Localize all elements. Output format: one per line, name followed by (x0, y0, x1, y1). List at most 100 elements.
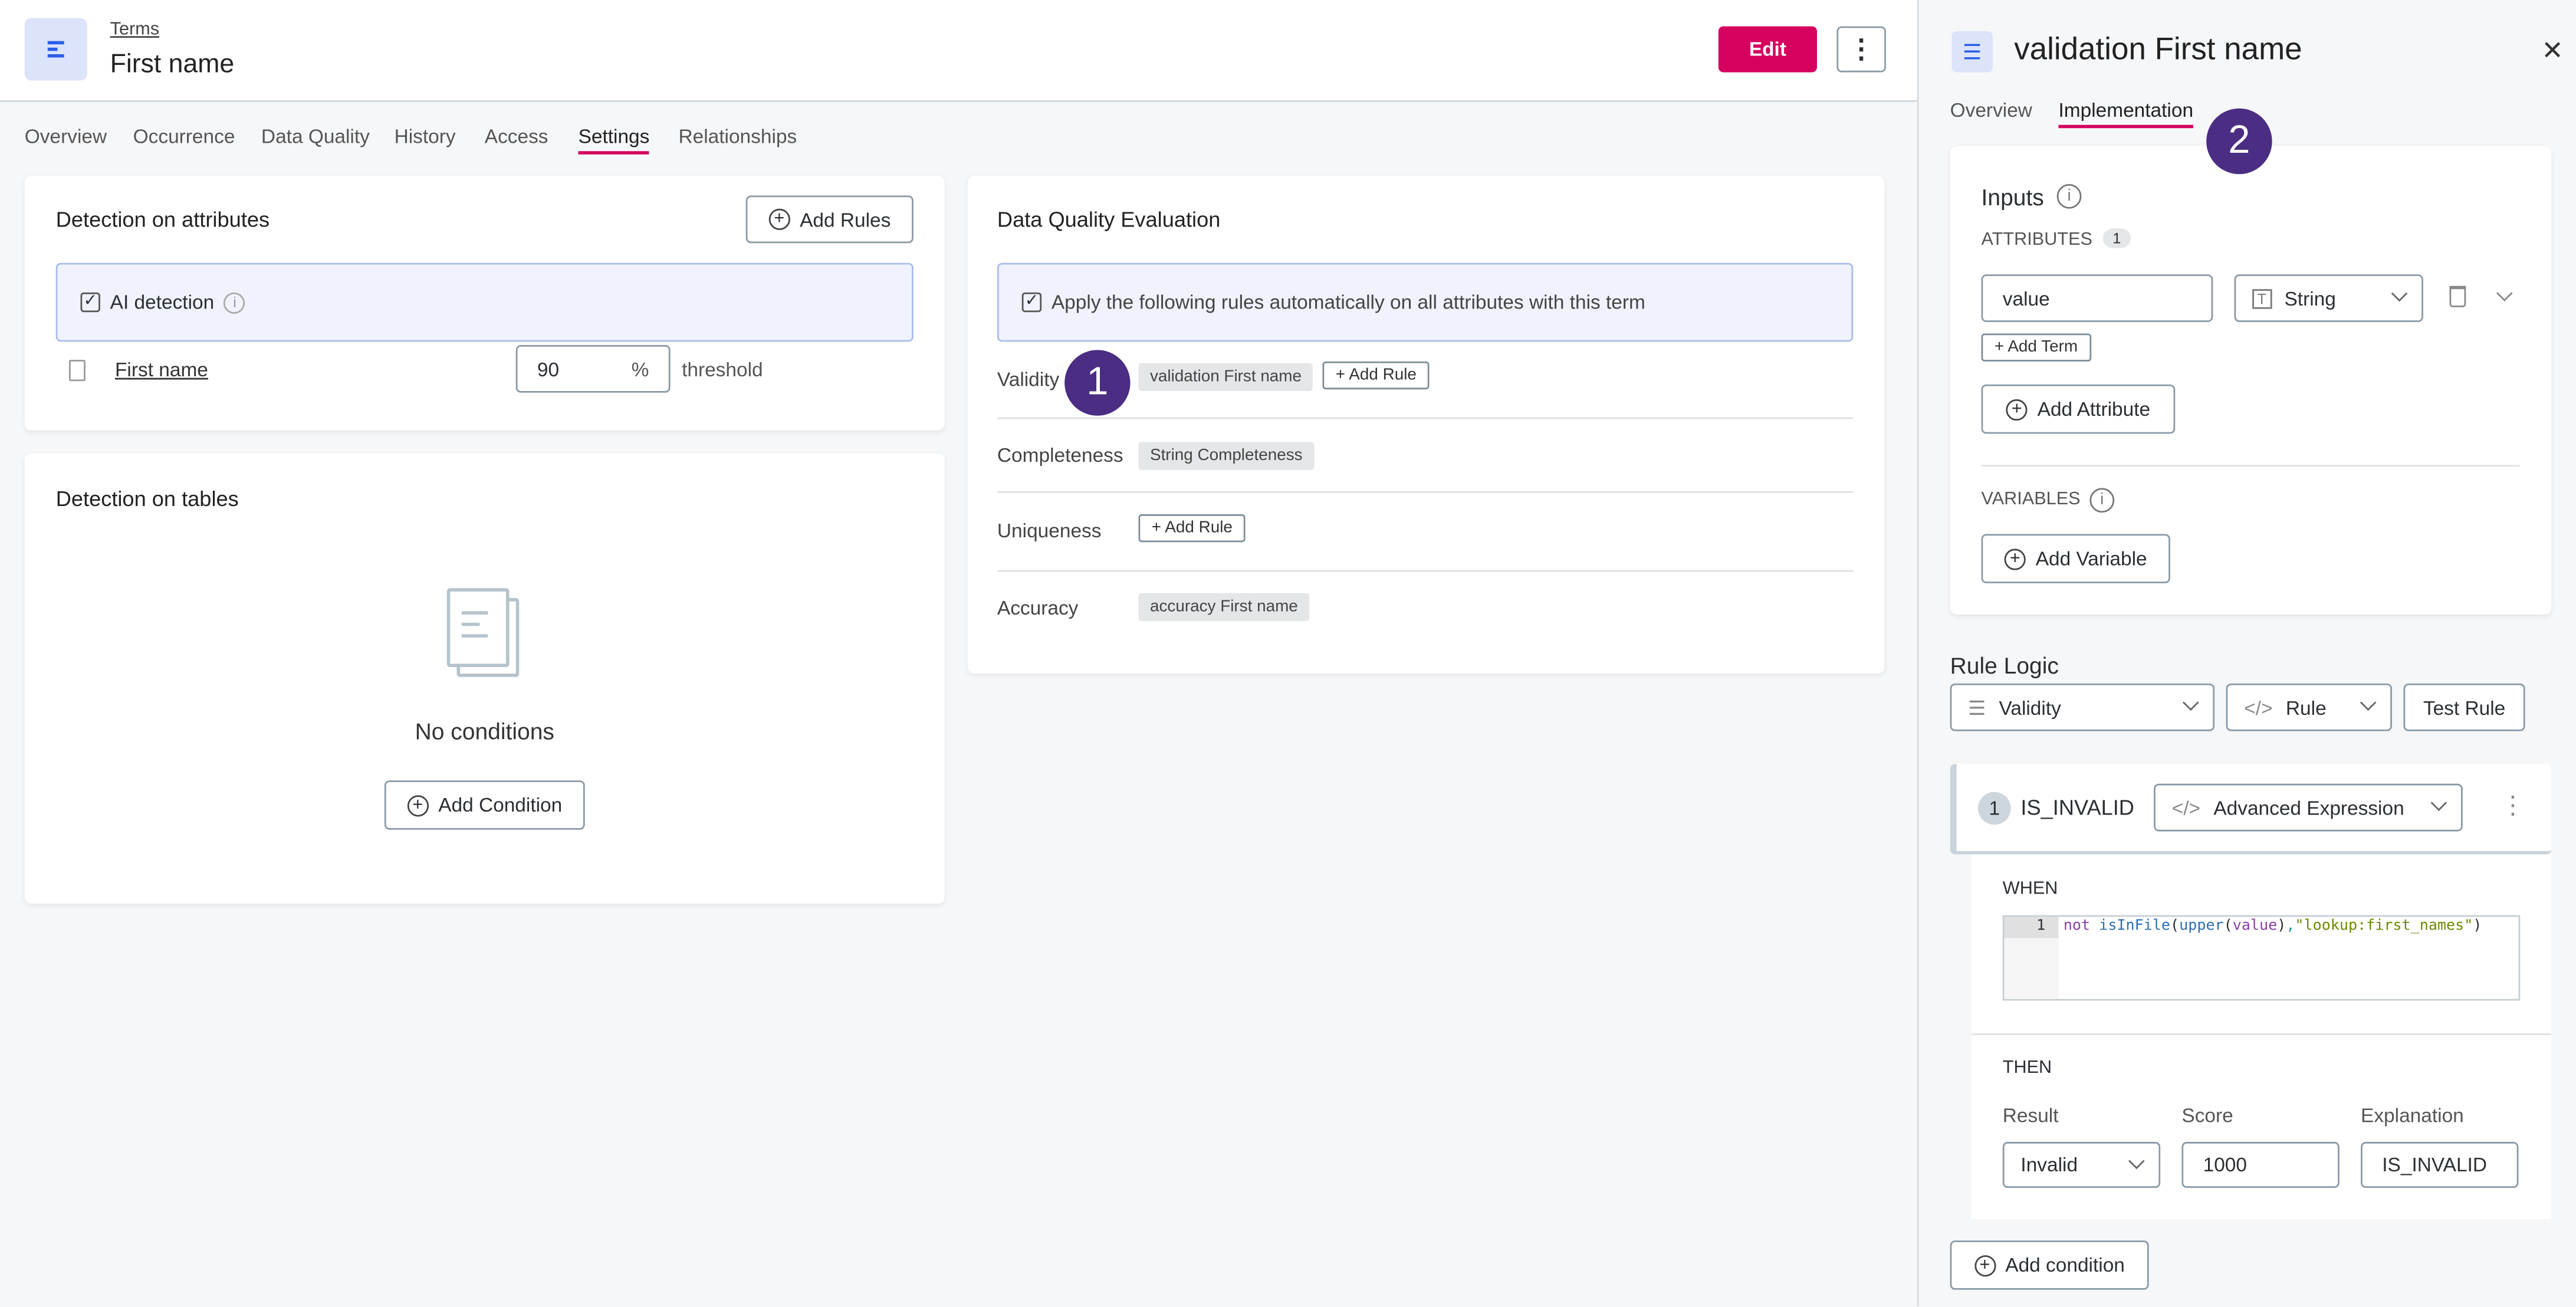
panel-title: validation First name (2014, 32, 2302, 68)
page-title: First name (110, 51, 235, 79)
divider (997, 570, 1854, 572)
document-check-icon (68, 360, 86, 382)
tab-data-quality[interactable]: Data Quality (261, 124, 370, 148)
code-line: not isInFile(upper(value),"lookup:first_… (2063, 918, 2482, 935)
card-title: Detection on tables (55, 486, 239, 511)
tab-settings[interactable]: Settings (578, 125, 650, 155)
trash-icon[interactable] (2449, 285, 2466, 307)
rule-checklist-icon: ☰ (1951, 31, 1993, 73)
info-icon[interactable]: i (2056, 183, 2082, 209)
dimension-select[interactable]: ☰ Validity (1950, 683, 2215, 731)
label: Add condition (2005, 1253, 2125, 1277)
rule-logic-title: Rule Logic (1950, 652, 2059, 679)
rule-detail-panel: ☰ validation First name ✕ Overview Imple… (1917, 0, 2576, 1306)
detection-attributes-card: Detection on attributes + Add Rules ✓ AI … (24, 176, 945, 431)
ai-detection-checkbox[interactable]: ✓ (80, 292, 100, 313)
completeness-label: Completeness (997, 444, 1123, 467)
code-icon: </> (2244, 695, 2273, 719)
empty-state-text: No conditions (415, 718, 554, 744)
uniqueness-label: Uniqueness (997, 519, 1102, 543)
chevron-down-icon[interactable] (2496, 285, 2513, 302)
label: Add Condition (438, 793, 563, 817)
panel-tab-implementation[interactable]: Implementation (2058, 98, 2194, 129)
score-input[interactable]: 1000 (2181, 1142, 2340, 1188)
tab-overview[interactable]: Overview (24, 124, 107, 148)
validity-rule-chip[interactable]: validation First name (1138, 363, 1313, 391)
condition-name: IS_INVALID (2020, 795, 2134, 820)
apply-rules-checkbox[interactable]: ✓ (1021, 292, 1042, 313)
condition-header: 1 IS_INVALID </> Advanced Expression ⋮ (1950, 764, 2552, 855)
card-title: Detection on attributes (55, 206, 270, 232)
explanation-label: Explanation (2361, 1104, 2464, 1127)
panel-tab-overview[interactable]: Overview (1950, 98, 2032, 122)
tab-access[interactable]: Access (484, 124, 548, 148)
tab-occurrence[interactable]: Occurrence (133, 124, 235, 148)
validity-label: Validity (997, 367, 1060, 391)
chevron-down-icon (2128, 1152, 2145, 1168)
code-editor[interactable]: 1 not isInFile(upper(value),"lookup:firs… (2002, 915, 2521, 1001)
line-number: 1 (2004, 917, 2059, 938)
result-select[interactable]: Invalid (2002, 1142, 2161, 1188)
unit: % (631, 357, 649, 380)
card-title: Data Quality Evaluation (997, 206, 1221, 232)
annotation-badge-1: 1 (1064, 350, 1131, 416)
add-uniqueness-rule-button[interactable]: + Add Rule (1138, 514, 1246, 543)
label: Add Variable (2035, 547, 2147, 570)
variables-label: VARIABLES (1981, 490, 2081, 510)
rule-type-select[interactable]: </> Rule (2226, 683, 2392, 731)
threshold-label: threshold (682, 358, 763, 382)
attribute-link[interactable]: First name (114, 358, 208, 382)
result-label: Result (2002, 1104, 2059, 1127)
page-header (0, 0, 1917, 102)
attribute-name-input[interactable]: value (1981, 274, 2213, 322)
add-condition-button[interactable]: + Add condition (1950, 1240, 2149, 1290)
completeness-rule-chip[interactable]: String Completeness (1138, 442, 1315, 470)
explanation-input[interactable]: IS_INVALID (2361, 1142, 2519, 1188)
term-icon (24, 18, 87, 81)
divider (1981, 465, 2521, 467)
label: Add Rule (1165, 519, 1233, 537)
info-icon[interactable]: i (2089, 488, 2115, 513)
ai-detection-box: ✓ AI detection i (55, 262, 914, 342)
add-rules-button[interactable]: + Add Rules (745, 195, 914, 244)
value: Invalid (2020, 1153, 2078, 1177)
apply-rules-box: ✓ Apply the following rules automaticall… (997, 262, 1854, 342)
label: Add Term (2007, 338, 2078, 357)
score-label: Score (2181, 1104, 2233, 1127)
chevron-down-icon (2360, 694, 2377, 711)
code-icon: </> (2171, 796, 2201, 819)
value: Advanced Expression (2213, 796, 2404, 819)
edit-button[interactable]: Edit (1718, 26, 1817, 73)
accuracy-rule-chip[interactable]: accuracy First name (1138, 593, 1310, 621)
add-term-button[interactable]: + Add Term (1981, 333, 2091, 362)
then-label: THEN (2002, 1058, 2052, 1078)
add-validity-rule-button[interactable]: + Add Rule (1322, 361, 1430, 390)
when-label: WHEN (2002, 879, 2058, 899)
value: Rule (2285, 695, 2327, 719)
plus-circle-icon: + (1974, 1254, 1996, 1276)
condition-number: 1 (1977, 792, 2011, 825)
condition-more-icon[interactable]: ⋮ (2500, 792, 2525, 820)
add-attribute-button[interactable]: + Add Attribute (1981, 384, 2176, 434)
tab-relationships[interactable]: Relationships (678, 124, 797, 148)
attribute-type-select[interactable]: T String (2234, 274, 2423, 322)
attributes-count: 1 (2102, 228, 2131, 248)
label: Add Rule (1349, 366, 1417, 385)
apply-rules-label: Apply the following rules automatically … (1051, 291, 1645, 314)
add-condition-button[interactable]: + Add Condition (384, 780, 585, 830)
add-variable-button[interactable]: + Add Variable (1981, 534, 2170, 583)
info-icon[interactable]: i (224, 291, 246, 313)
breadcrumb-terms[interactable]: Terms (110, 19, 160, 40)
test-rule-button[interactable]: Test Rule (2403, 683, 2525, 731)
close-icon[interactable]: ✕ (2541, 38, 2564, 66)
chevron-down-icon (2391, 285, 2408, 302)
plus-circle-icon: + (768, 208, 790, 230)
value: String (2284, 287, 2336, 310)
label: Add Attribute (2037, 398, 2151, 421)
tab-history[interactable]: History (394, 124, 456, 148)
condition-body: WHEN 1 not isInFile(upper(value),"lookup… (1971, 854, 2552, 1219)
more-options-button[interactable]: ⋮ (1836, 26, 1886, 73)
empty-document-icon (446, 588, 523, 680)
condition-mode-select[interactable]: </> Advanced Expression (2154, 783, 2463, 832)
threshold-input[interactable]: 90% (515, 344, 671, 393)
